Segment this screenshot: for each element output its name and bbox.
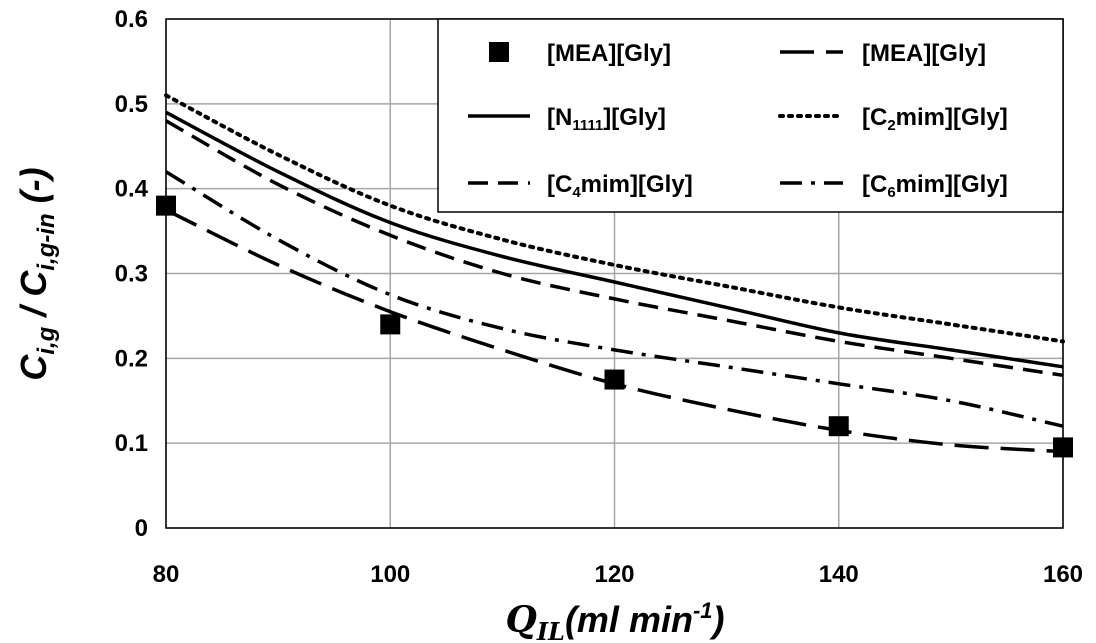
legend-label-3-post: mim][Gly] [896, 104, 1008, 131]
legend-label-4-pre: [C [547, 171, 572, 198]
series-line-3 [164, 93, 1065, 344]
y-axis-label: Ci,g / Ci,g-in (-) [13, 167, 60, 380]
legend-label-1: [MEA][Gly] [862, 40, 986, 67]
y-tick-label-4: 0.4 [115, 176, 149, 203]
legend-label-3: [C2mim][Gly] [862, 104, 1008, 134]
x-tick-labels: 80 100 120 140 160 [153, 561, 1083, 588]
legend-label-0: [MEA][Gly] [547, 40, 671, 67]
series-line-5 [165, 170, 1064, 428]
series-marker-0-3 [828, 416, 849, 437]
y-tick-label-3: 0.3 [115, 261, 148, 288]
y-axis-label-sep: / [13, 297, 54, 327]
x-axis-label-main: Q [505, 599, 536, 641]
x-tick-label-2: 120 [594, 561, 634, 588]
y-tick-label-5: 0.5 [115, 91, 148, 118]
legend-label-2: [N1111][Gly] [547, 104, 666, 134]
x-axis-label-sup: -1 [693, 598, 713, 623]
legend-label-5: [C6mim][Gly] [862, 171, 1008, 201]
series-marker-0-0 [156, 195, 176, 216]
legend-label-3-sub: 2 [887, 117, 895, 134]
y-axis-label-c1: C [13, 354, 54, 381]
y-axis-label-s1: i,g [33, 326, 60, 354]
y-tick-labels: 0 0.1 0.2 0.3 0.4 0.5 0.6 [115, 6, 149, 542]
x-axis-label-close: ) [709, 599, 725, 640]
y-tick-label-1: 0.1 [115, 430, 148, 457]
series-line-2 [165, 110, 1064, 369]
legend-label-2-pre: [N [547, 104, 572, 131]
legend-label-2-sub: 1111 [572, 117, 603, 134]
legend-box [437, 18, 1064, 213]
legend-swatch-0 [489, 42, 509, 62]
legend-label-5-sub: 6 [887, 184, 895, 201]
x-tick-label-0: 80 [153, 561, 180, 588]
series-marker-0-2 [604, 369, 625, 390]
y-axis-label-s2: i,g-in [33, 213, 60, 270]
series-markers [156, 195, 1073, 458]
legend-label-5-pre: [C [862, 171, 887, 198]
legend-label-4-post: mim][Gly] [581, 171, 693, 198]
legend-label-3-pre: [C [862, 104, 887, 131]
y-axis-label-unit: (-) [13, 167, 54, 213]
y-axis-label-c2: C [13, 270, 54, 297]
series-line-4 [165, 119, 1064, 378]
legend: [MEA][Gly] [MEA][Gly][N1111][Gly] [C2mim][… [437, 18, 1064, 213]
legend-label-4: [C4mim][Gly] [547, 171, 693, 201]
y-tick-label-0: 0 [135, 515, 148, 542]
x-tick-label-4: 160 [1043, 561, 1083, 588]
x-axis-label: QIL(ml min-1) [505, 598, 724, 643]
x-tick-label-1: 100 [370, 561, 410, 588]
x-tick-label-3: 140 [819, 561, 859, 588]
y-tick-label-2: 0.2 [115, 345, 148, 372]
series-marker-0-1 [380, 314, 401, 335]
x-axis-label-sub: IL [536, 617, 565, 643]
x-axis-label-unit: (ml min [565, 599, 693, 640]
legend-label-4-sub: 4 [572, 184, 581, 201]
series-marker-0-4 [1053, 437, 1073, 458]
legend-label-2-post: ][Gly] [603, 104, 666, 131]
legend-label-5-post: mim][Gly] [896, 171, 1008, 198]
y-tick-label-6: 0.6 [115, 6, 148, 33]
